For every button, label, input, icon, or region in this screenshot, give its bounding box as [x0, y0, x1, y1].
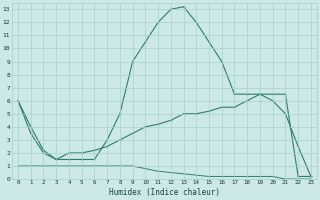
X-axis label: Humidex (Indice chaleur): Humidex (Indice chaleur): [109, 188, 220, 197]
